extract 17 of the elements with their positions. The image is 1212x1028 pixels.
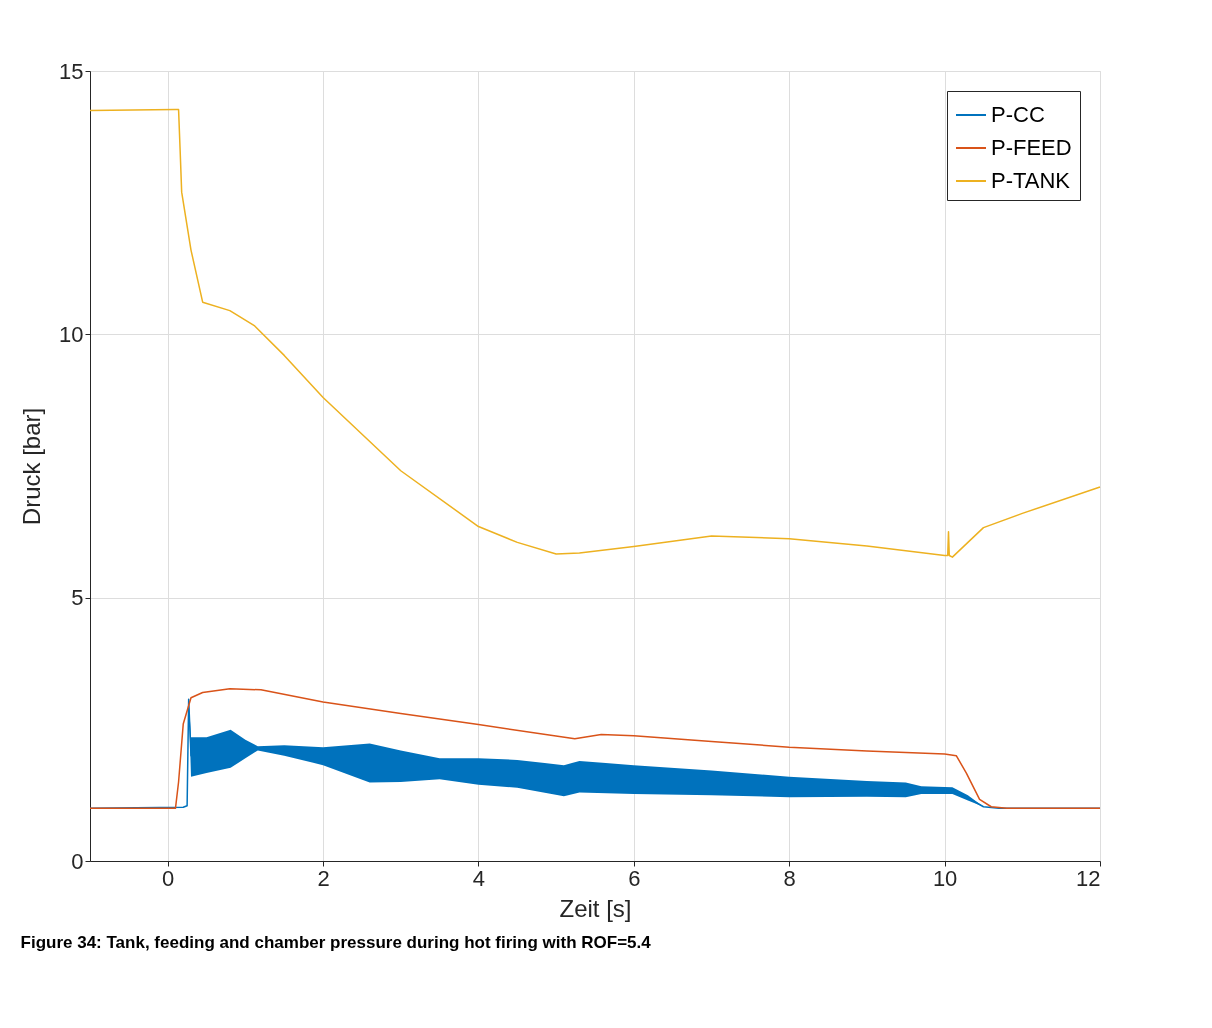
legend-label: P-TANK — [991, 168, 1071, 193]
y-tick-label: 10 — [59, 321, 84, 347]
y-tick-label: 0 — [71, 848, 84, 874]
x-tick-label: 12 — [1076, 865, 1101, 891]
legend-label: P-CC — [991, 102, 1045, 127]
x-tick-label: 4 — [472, 865, 486, 891]
x-tick-label: 10 — [932, 865, 958, 891]
caption: Figure 34: Tank, feeding and chamber pressure during hot firing with ROF=5.4 — [20, 933, 652, 952]
x-tick-label: 2 — [317, 865, 330, 891]
x-tick-label: 6 — [628, 865, 641, 891]
x-axis-title: Zeit [s] — [559, 894, 632, 922]
y-tick-label: 15 — [59, 58, 84, 84]
x-tick-label: 0 — [162, 865, 175, 891]
y-axis-title: Druck [bar] — [18, 407, 46, 526]
x-tick-label: 8 — [783, 865, 796, 891]
y-tick-label: 5 — [71, 585, 84, 611]
legend-label: P-FEED — [991, 135, 1072, 160]
